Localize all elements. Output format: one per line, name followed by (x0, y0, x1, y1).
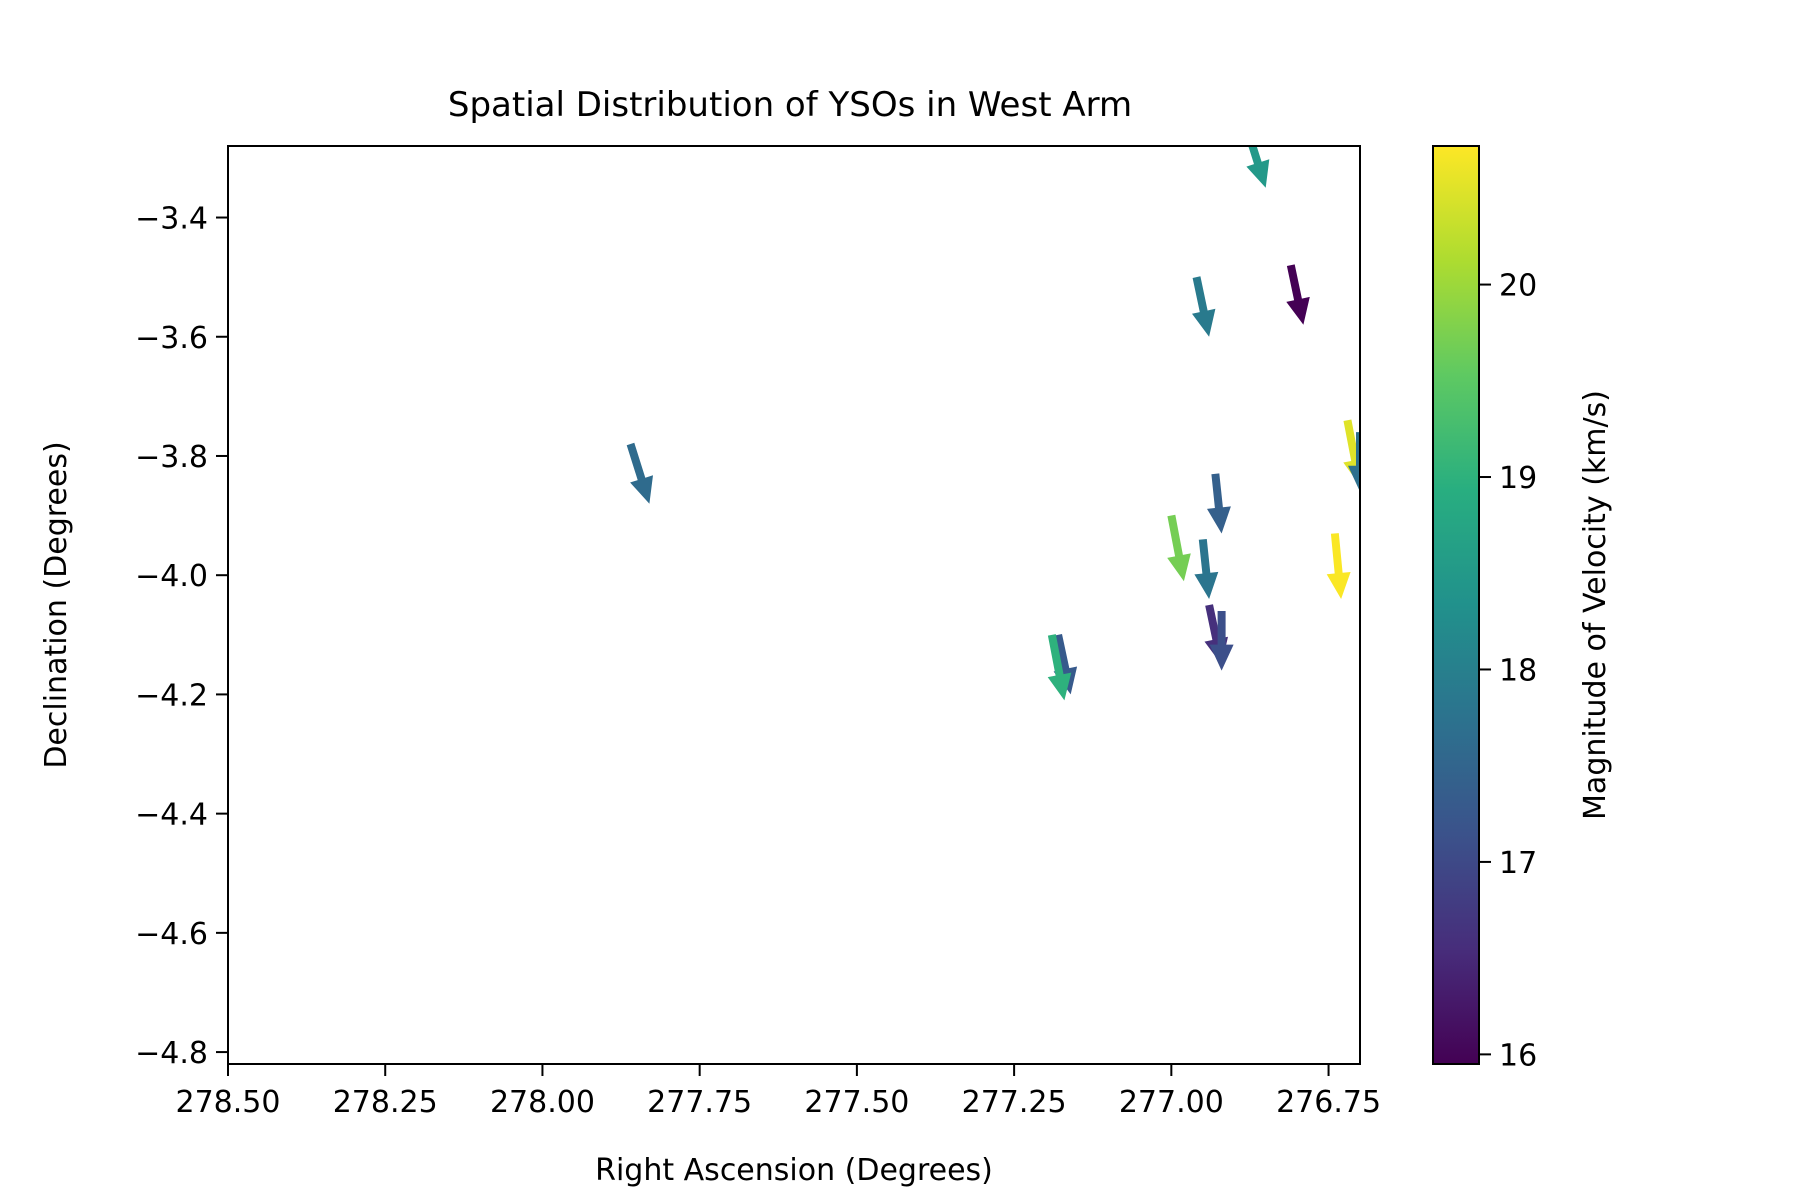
y-tick-label: −4.0 (135, 559, 208, 594)
y-tick-label: −4.8 (135, 1036, 208, 1071)
colorbar-tick-label: 17 (1499, 846, 1537, 881)
x-tick-label: 277.25 (962, 1085, 1067, 1120)
colorbar-tick-label: 19 (1499, 461, 1537, 496)
velocity-arrow (1194, 539, 1219, 599)
y-tick-label: −4.2 (135, 678, 208, 713)
x-tick-label: 277.75 (647, 1085, 752, 1120)
velocity-arrow (1047, 634, 1072, 701)
y-axis-ticks: −3.4 −3.6 −3.8 −4.0 −4.2 −4.4 −4.6 −4.8 (135, 202, 228, 1071)
velocity-arrow (1209, 611, 1234, 671)
colorbar (1432, 145, 1480, 1065)
velocity-arrow (1348, 432, 1360, 492)
y-tick-label: −4.4 (135, 798, 208, 833)
velocity-arrow (1207, 473, 1231, 534)
velocity-arrow (1167, 514, 1191, 582)
x-tick-label: 278.50 (176, 1085, 281, 1120)
y-tick-label: −3.8 (135, 440, 208, 475)
velocity-arrow (626, 442, 653, 504)
vector-arrows (626, 146, 1360, 701)
y-tick-label: −3.6 (135, 321, 208, 356)
plot-frame (227, 145, 1361, 1065)
y-tick-label: −3.4 (135, 202, 208, 237)
colorbar-tick-label: 16 (1499, 1038, 1537, 1073)
colorbar-tick-label: 20 (1499, 269, 1537, 304)
x-tick-label: 276.75 (1276, 1085, 1381, 1120)
x-tick-label: 277.00 (1119, 1085, 1224, 1120)
x-tick-label: 278.00 (490, 1085, 595, 1120)
x-tick-label: 277.50 (804, 1085, 909, 1120)
y-axis-label: Declination (Degrees) (39, 441, 74, 768)
velocity-arrow (1326, 533, 1351, 599)
x-axis-ticks: 278.50 278.25 278.00 277.75 277.50 277.25 277.… (176, 1064, 1381, 1120)
velocity-arrow (1286, 264, 1310, 325)
velocity-arrow (1192, 276, 1216, 337)
colorbar-tick-label: 18 (1499, 653, 1537, 688)
colorbar-label: Magnitude of Velocity (km/s) (1578, 390, 1613, 820)
x-tick-label: 278.25 (333, 1085, 438, 1120)
x-axis-label: Right Ascension (Degrees) (595, 1153, 993, 1188)
colorbar-ticks: 16 17 18 19 20 (1479, 269, 1537, 1073)
chart-title: Spatial Distribution of YSOs in West Arm (448, 85, 1132, 125)
y-tick-label: −4.6 (135, 917, 208, 952)
velocity-arrow (1246, 146, 1270, 188)
